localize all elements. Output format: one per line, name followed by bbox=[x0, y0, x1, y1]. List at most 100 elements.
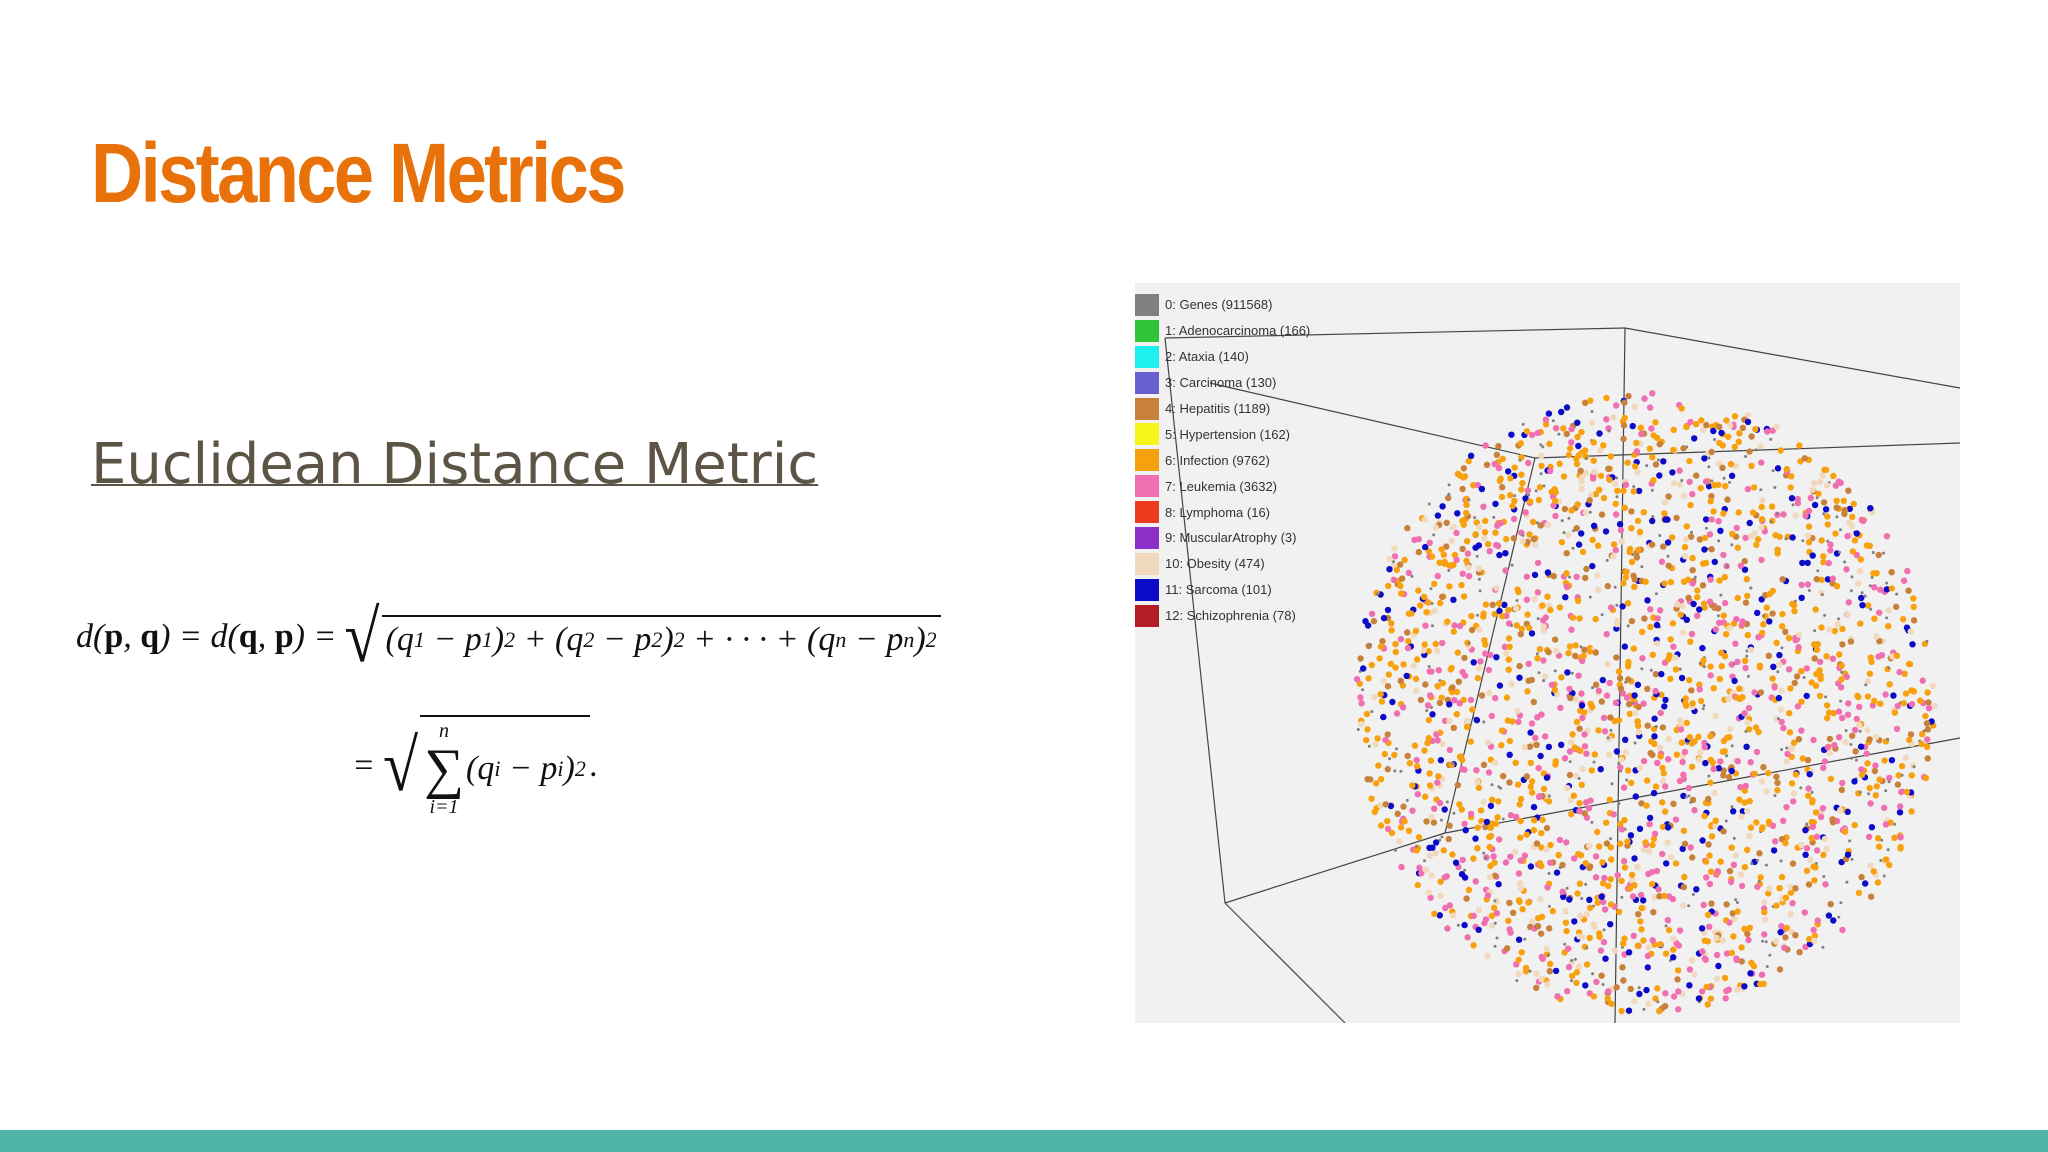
scatter-dot bbox=[1690, 530, 1693, 534]
scatter-dot bbox=[1443, 543, 1450, 550]
scatter-dot bbox=[1506, 643, 1513, 650]
scatter-dot bbox=[1421, 516, 1428, 523]
scatter-dot bbox=[1563, 550, 1570, 557]
scatter-dot bbox=[1888, 585, 1896, 592]
scatter-dot bbox=[1432, 533, 1436, 537]
scatter-dot bbox=[1610, 811, 1617, 818]
scatter-dot bbox=[1838, 676, 1845, 683]
scatter-dot bbox=[1787, 685, 1794, 692]
scatter-dot bbox=[1616, 675, 1624, 682]
scatter-dot bbox=[1480, 503, 1487, 510]
scatter-dot bbox=[1491, 759, 1499, 766]
scatter-dot bbox=[1384, 731, 1391, 738]
scatter-dot bbox=[1639, 655, 1646, 662]
scatter-dot bbox=[1582, 509, 1590, 517]
scatter-dot bbox=[1664, 916, 1671, 924]
scatter-dot bbox=[1816, 692, 1824, 700]
scatter-dot bbox=[1857, 567, 1864, 575]
scatter-dot bbox=[1572, 642, 1579, 649]
scatter-dot bbox=[1687, 844, 1694, 851]
scatter-dot bbox=[1755, 634, 1762, 641]
scatter-dot bbox=[1502, 567, 1509, 574]
math-symbol: ∑ bbox=[424, 738, 464, 800]
scatter-dot bbox=[1416, 864, 1423, 871]
scatter-dot bbox=[1925, 699, 1932, 706]
scatter-dot bbox=[1569, 614, 1577, 621]
scatter-dot bbox=[1543, 774, 1551, 781]
scatter-dot bbox=[1742, 664, 1749, 672]
scatter-dot bbox=[1434, 572, 1441, 580]
scatter-dot bbox=[1426, 539, 1433, 546]
scatter-dot bbox=[1534, 589, 1542, 596]
link[interactable]: Euclidean Distance Metric bbox=[91, 432, 819, 497]
scatter-dot bbox=[1377, 822, 1385, 829]
scatter-dot bbox=[1806, 935, 1813, 943]
scatter-dot bbox=[1724, 496, 1731, 503]
scatter-dot bbox=[1516, 674, 1523, 681]
scatter-dot bbox=[1611, 480, 1619, 488]
scatter-dot bbox=[1386, 566, 1393, 573]
scatter-dot bbox=[1662, 990, 1669, 997]
scatter-dot bbox=[1653, 640, 1661, 647]
scatter-dot bbox=[1546, 925, 1553, 932]
scatter-dot bbox=[1720, 828, 1727, 835]
scatter-dot bbox=[1638, 628, 1646, 636]
scatter-dot bbox=[1437, 892, 1444, 899]
scatter-dot bbox=[1872, 733, 1880, 740]
scatter-dot bbox=[1604, 661, 1611, 668]
scatter-dot bbox=[1799, 755, 1806, 762]
scatter-dot bbox=[1634, 517, 1642, 525]
scatter-dot bbox=[1829, 575, 1836, 582]
scatter-dot bbox=[1750, 484, 1758, 491]
scatter-dot bbox=[1467, 498, 1471, 502]
scatter-dot bbox=[1744, 846, 1751, 854]
scatter-dot bbox=[1790, 798, 1797, 805]
scatter-dot bbox=[1363, 710, 1371, 718]
scatter-dot bbox=[1707, 779, 1714, 786]
scatter-dot bbox=[1567, 694, 1574, 702]
scatter-dot bbox=[1844, 611, 1851, 618]
scatter-dot bbox=[1428, 813, 1435, 821]
box-edge bbox=[1224, 902, 1346, 1023]
scatter-dot bbox=[1554, 993, 1561, 1000]
scatter-dot bbox=[1745, 654, 1749, 658]
scatter-dot bbox=[1736, 430, 1743, 437]
scatter-dot bbox=[1787, 484, 1794, 491]
scatter-dot bbox=[1743, 576, 1750, 583]
scatter-dot bbox=[1820, 499, 1828, 506]
scatter-dot bbox=[1660, 770, 1667, 777]
scatter-dot bbox=[1607, 429, 1611, 433]
scatter-dot bbox=[1517, 795, 1525, 803]
legend-label: 12: Schizophrenia (78) bbox=[1165, 608, 1296, 624]
scatter-dot bbox=[1518, 458, 1522, 462]
scatter-dot bbox=[1874, 879, 1882, 886]
scatter-dot bbox=[1869, 607, 1873, 611]
scatter-dot bbox=[1504, 945, 1511, 952]
scatter-dot bbox=[1744, 418, 1752, 426]
scatter-dot bbox=[1552, 425, 1560, 432]
scatter-dot bbox=[1751, 770, 1758, 778]
scatter-dot bbox=[1803, 692, 1810, 700]
scatter-dot bbox=[1423, 859, 1426, 863]
scatter-dot bbox=[1525, 899, 1532, 906]
scatter-dot bbox=[1514, 781, 1522, 788]
scatter-dot bbox=[1495, 600, 1503, 607]
scatter-dot bbox=[1813, 847, 1821, 854]
scatter-dot bbox=[1450, 596, 1457, 603]
scatter-dot bbox=[1807, 856, 1814, 863]
scatter-dot bbox=[1702, 759, 1709, 767]
scatter-dot bbox=[1357, 655, 1364, 662]
scatter-dot bbox=[1855, 889, 1863, 897]
scatter-dot bbox=[1476, 613, 1480, 617]
scatter-dot bbox=[1699, 426, 1707, 434]
scatter-dot bbox=[1786, 729, 1794, 736]
scatter-dot bbox=[1757, 689, 1765, 696]
scatter-dot bbox=[1723, 417, 1730, 424]
scatter-dot bbox=[1592, 491, 1599, 498]
scatter-dot bbox=[1718, 429, 1725, 437]
scatter-dot bbox=[1701, 455, 1708, 462]
scatter-dot bbox=[1769, 822, 1777, 829]
scatter-dot bbox=[1681, 553, 1689, 560]
scatter-dot bbox=[1475, 542, 1483, 549]
scatter-dot bbox=[1551, 686, 1558, 694]
